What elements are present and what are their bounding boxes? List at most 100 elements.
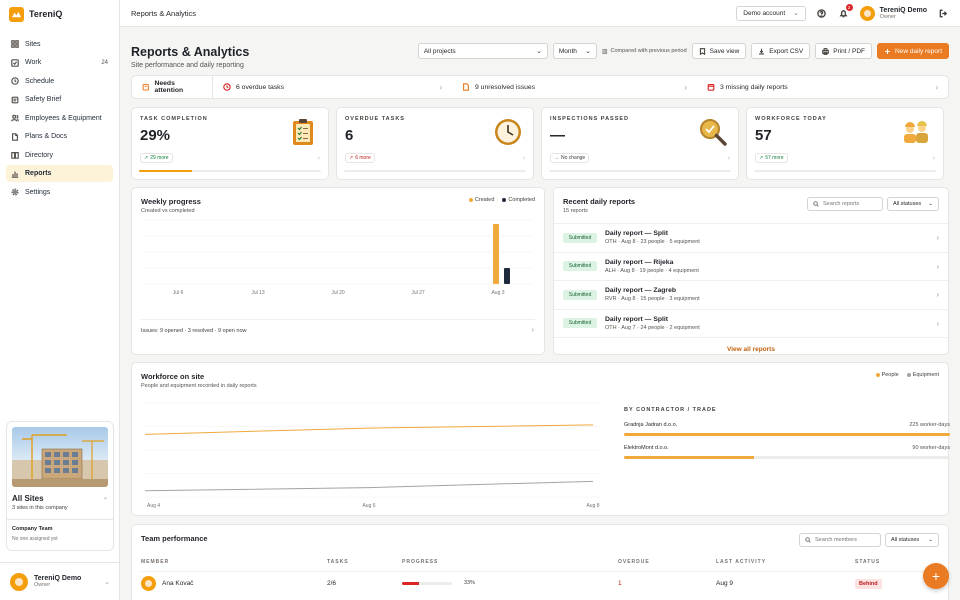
report-status-value: All statuses [893, 201, 922, 207]
column-header[interactable]: STATUS [855, 558, 881, 565]
clock-icon [223, 83, 231, 91]
sidebar-item-label: Schedule [25, 77, 55, 85]
chevron-down-icon: ⌄ [585, 48, 591, 55]
sidebar-item-safety-brief[interactable]: Safety Brief [6, 91, 113, 108]
sidebar-user-menu[interactable]: TereniQ Demo Owner ⌄ [0, 562, 120, 600]
kpi-card-task-completion[interactable]: TASK COMPLETION 29% ↗ 29 more › [131, 107, 329, 180]
kpi-label: INSPECTIONS PASSED [550, 116, 630, 122]
sidebar-item-plans-docs[interactable]: Plans & Docs [6, 128, 113, 145]
report-status-select[interactable]: All statuses ⌄ [887, 197, 939, 211]
member-status-value: All statuses [891, 537, 920, 543]
column-header[interactable]: LAST ACTIVITY [716, 558, 767, 565]
kpi-progress-bar [549, 170, 731, 172]
sidebar-item-work[interactable]: Work 24 [6, 54, 113, 71]
member-cell: Ana Kovač [141, 570, 327, 595]
help-button[interactable] [816, 7, 828, 19]
kpi-card-overdue-tasks[interactable]: OVERDUE TASKS 6 ↗ 6 more › [336, 107, 534, 180]
legend-created: Created [468, 197, 494, 203]
table-row[interactable]: Ana Kovač 2/6 33% 1 Aug 9 [141, 570, 939, 595]
column-header[interactable]: MEMBER [141, 558, 170, 565]
sidebar-item-directory[interactable]: Directory [6, 147, 113, 164]
list-item[interactable]: Submitted Daily report — Zagreb RVR · Aug… [554, 280, 948, 309]
chevron-right-icon: › [935, 82, 938, 92]
legend-people-text: People [881, 372, 899, 378]
site-switcher-card[interactable]: All Sites ⌄ 3 sites in this company Comp… [6, 421, 114, 551]
clock-icon [495, 119, 521, 145]
account-select[interactable]: Demo account ⌄ [736, 5, 806, 21]
work-count-badge: 24 [101, 59, 108, 66]
member-status-select[interactable]: All statuses ⌄ [885, 533, 939, 547]
needs-attention-label: Needs attention [132, 76, 212, 98]
export-csv-button[interactable]: Export CSV [751, 43, 811, 59]
sidebar-item-settings[interactable]: Settings [6, 184, 113, 201]
chevron-right-icon: › [684, 82, 687, 92]
check-square-icon [11, 58, 19, 67]
search-icon [805, 537, 811, 543]
x-tick-label: Aug 4 [147, 503, 160, 509]
sidebar-item-schedule[interactable]: Schedule [6, 73, 113, 90]
chevron-right-icon[interactable]: › [531, 325, 534, 334]
column-header[interactable]: TASKS [327, 558, 349, 565]
period-select[interactable]: Month ⌄ [552, 43, 597, 59]
recent-reports-title: Recent daily reports [563, 197, 636, 206]
user-menu[interactable]: TereniQ Demo Owner [859, 5, 927, 21]
breadcrumb: Reports & Analytics [131, 8, 197, 18]
weekly-progress-subtitle: Created vs completed [141, 208, 195, 214]
search-icon [813, 201, 819, 207]
missing-reports-alert[interactable]: 3 missing daily reports › [697, 76, 948, 98]
project-select[interactable]: All projects ⌄ [417, 43, 548, 59]
kpi-label: TASK COMPLETION [140, 116, 208, 122]
column-header[interactable]: OVERDUE [618, 558, 650, 565]
report-meta: OTH · Aug 7 · 24 people · 2 equipment [605, 324, 700, 331]
report-title: Daily report — Split [605, 230, 669, 238]
chevron-right-icon: › [727, 155, 730, 162]
compare-period-label: Compared with previous period [610, 48, 687, 54]
bar-chart-icon: ▥ [601, 48, 608, 55]
unresolved-issues-text: 9 unresolved issues [475, 83, 536, 91]
brand-logo-icon [9, 6, 24, 22]
save-view-button[interactable]: Save view [691, 43, 747, 59]
list-item[interactable]: Submitted Daily report — Split OTH · Aug … [554, 308, 948, 338]
compare-period-toggle[interactable]: ▥ Compared with previous period [602, 48, 687, 55]
search-reports-input[interactable]: Search reports [807, 197, 883, 211]
search-members-input[interactable]: Search members [799, 533, 881, 547]
legend-people: People [875, 372, 899, 378]
new-daily-report-button[interactable]: New daily report [877, 43, 949, 59]
logout-button[interactable] [937, 7, 949, 19]
print-pdf-button[interactable]: Print / PDF [815, 43, 873, 59]
view-all-reports-link[interactable]: View all reports [727, 346, 775, 353]
kpi-trend-text: 6 more [355, 155, 371, 161]
help-icon [817, 8, 826, 18]
notifications-button[interactable]: 2 [838, 4, 853, 19]
line-equipment [144, 480, 594, 492]
chevron-down-icon[interactable]: ⌄ [102, 495, 108, 501]
brand[interactable]: TereniQ [0, 0, 119, 28]
chevron-down-icon: ⌄ [104, 578, 110, 586]
trade-row: Gradnja Jadran d.o.o. 225 worker-days [624, 422, 950, 436]
kpi-card-inspections-passed[interactable]: INSPECTIONS PASSED — → No change › [541, 107, 739, 180]
topbar: Reports & Analytics Demo account ⌄ 2 Ter… [120, 0, 960, 27]
list-item[interactable]: Submitted Daily report — Split OTH · Aug … [554, 223, 948, 252]
sidebar-item-employees-equipment[interactable]: Employees & Equipment [6, 110, 113, 127]
list-item[interactable]: Submitted Daily report — Rijeka ALH · Aug… [554, 251, 948, 281]
sidebar-item-label: Directory [25, 151, 54, 159]
site-card-title: All Sites ⌄ [12, 494, 108, 503]
attention-bar: Needs attention 6 overdue tasks › 9 unre… [131, 75, 949, 99]
sidebar-item-sites[interactable]: Sites [6, 36, 113, 53]
floating-add-button[interactable]: + [923, 563, 949, 589]
page-subtitle: Site performance and daily reporting [131, 61, 244, 69]
kpi-card-workforce-today[interactable]: WORKFORCE TODAY 57 ↗ 57 more › [746, 107, 944, 180]
unresolved-issues-alert[interactable]: 9 unresolved issues › [452, 76, 697, 98]
logout-icon [939, 9, 947, 17]
kpi-value: 29% [140, 127, 171, 144]
kpi-trend-pill: ↗ 57 more [755, 153, 788, 163]
column-header[interactable]: PROGRESS [402, 558, 439, 565]
sidebar-item-reports[interactable]: Reports [6, 165, 113, 182]
account-select-value: Demo account [743, 9, 786, 17]
kpi-progress-bar [344, 170, 526, 172]
x-tick-label: Aug 6 [362, 503, 375, 509]
project-select-value: All projects [423, 47, 456, 55]
overdue-tasks-alert[interactable]: 6 overdue tasks › [212, 76, 452, 98]
team-performance-card: Team performance Search members All stat… [131, 524, 949, 600]
workforce-legend: People Equipment [875, 372, 939, 378]
